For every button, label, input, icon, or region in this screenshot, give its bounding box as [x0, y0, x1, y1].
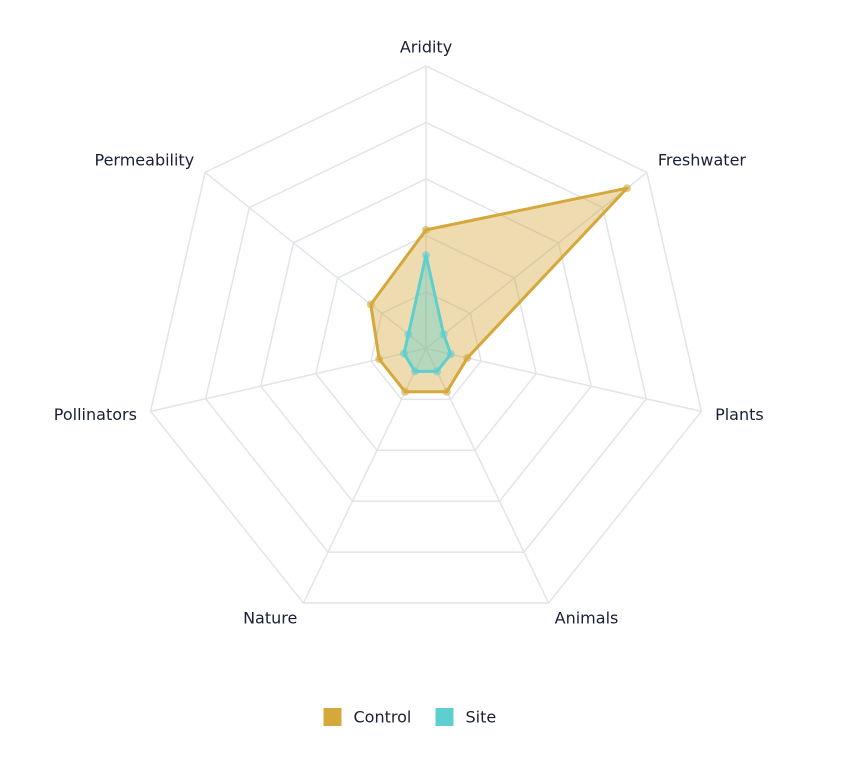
axis-label: Plants — [715, 405, 764, 424]
data-point — [622, 184, 631, 193]
data-point — [439, 330, 448, 339]
axis-label: Animals — [555, 609, 619, 628]
grid-ring — [204, 121, 648, 553]
data-point — [399, 349, 408, 358]
data-point — [404, 330, 413, 339]
axis-label: Nature — [243, 609, 297, 628]
axis-label: Aridity — [400, 38, 452, 57]
spoke — [204, 171, 427, 350]
data-point — [442, 387, 451, 396]
data-point — [463, 353, 472, 362]
grid-ring — [259, 178, 593, 502]
data-point — [366, 300, 375, 309]
data-point — [446, 350, 455, 359]
series-area — [369, 186, 629, 394]
data-point — [422, 251, 430, 260]
data-point — [422, 225, 430, 234]
legend-label[interactable]: Site — [466, 708, 497, 727]
legend-swatch[interactable] — [435, 708, 454, 726]
axis-label: Freshwater — [658, 151, 747, 170]
grid-ring — [315, 234, 537, 452]
data-point — [375, 355, 384, 364]
grid-ring — [149, 65, 703, 604]
spoke — [425, 171, 648, 350]
legend-swatch[interactable] — [323, 708, 342, 726]
data-point — [410, 367, 419, 376]
legend-label[interactable]: Control — [354, 708, 412, 727]
data-point — [433, 367, 442, 376]
axis-label: Pollinators — [54, 405, 137, 424]
axis-label: Permeability — [94, 151, 194, 170]
grid-ring — [370, 291, 482, 401]
spoke — [425, 347, 702, 413]
data-point — [401, 387, 410, 396]
